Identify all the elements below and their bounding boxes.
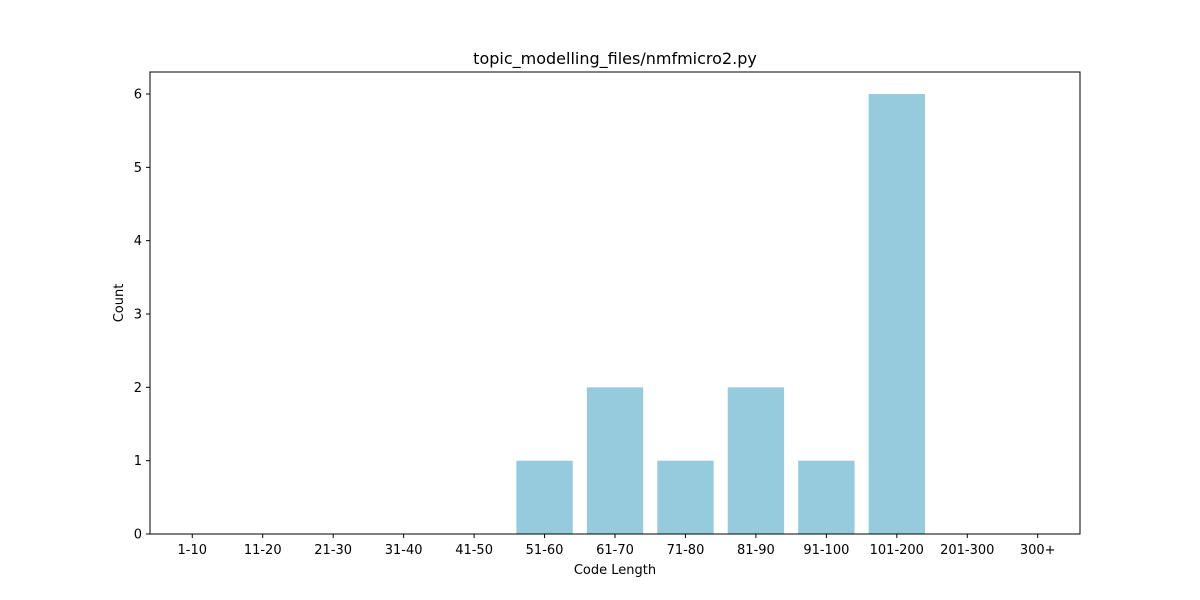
x-tick-label: 1-10 [178, 543, 208, 558]
y-axis: 0 1 2 3 4 5 6 [134, 88, 150, 543]
x-tick-label: 81-90 [737, 543, 775, 558]
x-tick-label: 61-70 [596, 543, 634, 558]
bar-101-200 [868, 94, 925, 534]
x-tick-label: 31-40 [385, 543, 423, 558]
y-tick-label: 1 [134, 454, 142, 469]
y-tick-label: 4 [134, 234, 142, 249]
bar-81-90 [727, 387, 785, 534]
chart-title: topic_modelling_files/nmfmicro2.py [473, 49, 757, 69]
y-tick-label: 5 [134, 161, 142, 176]
x-tick-label: 101-200 [870, 543, 924, 558]
x-tick-label: 21-30 [314, 543, 352, 558]
x-tick-label: 11-20 [244, 543, 282, 558]
bar-71-80 [657, 460, 714, 534]
bars-group [516, 94, 925, 534]
x-axis: 1-10 11-20 21-30 31-40 41-50 51-60 61-70 71-80 8… [178, 534, 1056, 558]
x-tick-label: 201-300 [940, 543, 994, 558]
bar-91-100 [798, 460, 855, 534]
y-tick-label: 2 [134, 381, 142, 396]
x-tick-label: 41-50 [455, 543, 493, 558]
x-tick-label: 300+ [1020, 543, 1056, 558]
bar-61-70 [586, 387, 644, 534]
y-axis-label: Count [112, 284, 127, 323]
x-tick-label: 51-60 [526, 543, 564, 558]
y-tick-label: 0 [134, 528, 142, 543]
x-axis-label: Code Length [574, 563, 656, 578]
bar-51-60 [516, 460, 573, 534]
x-tick-label: 91-100 [803, 543, 849, 558]
y-tick-label: 6 [134, 88, 142, 103]
y-tick-label: 3 [134, 308, 142, 323]
x-tick-label: 71-80 [667, 543, 705, 558]
